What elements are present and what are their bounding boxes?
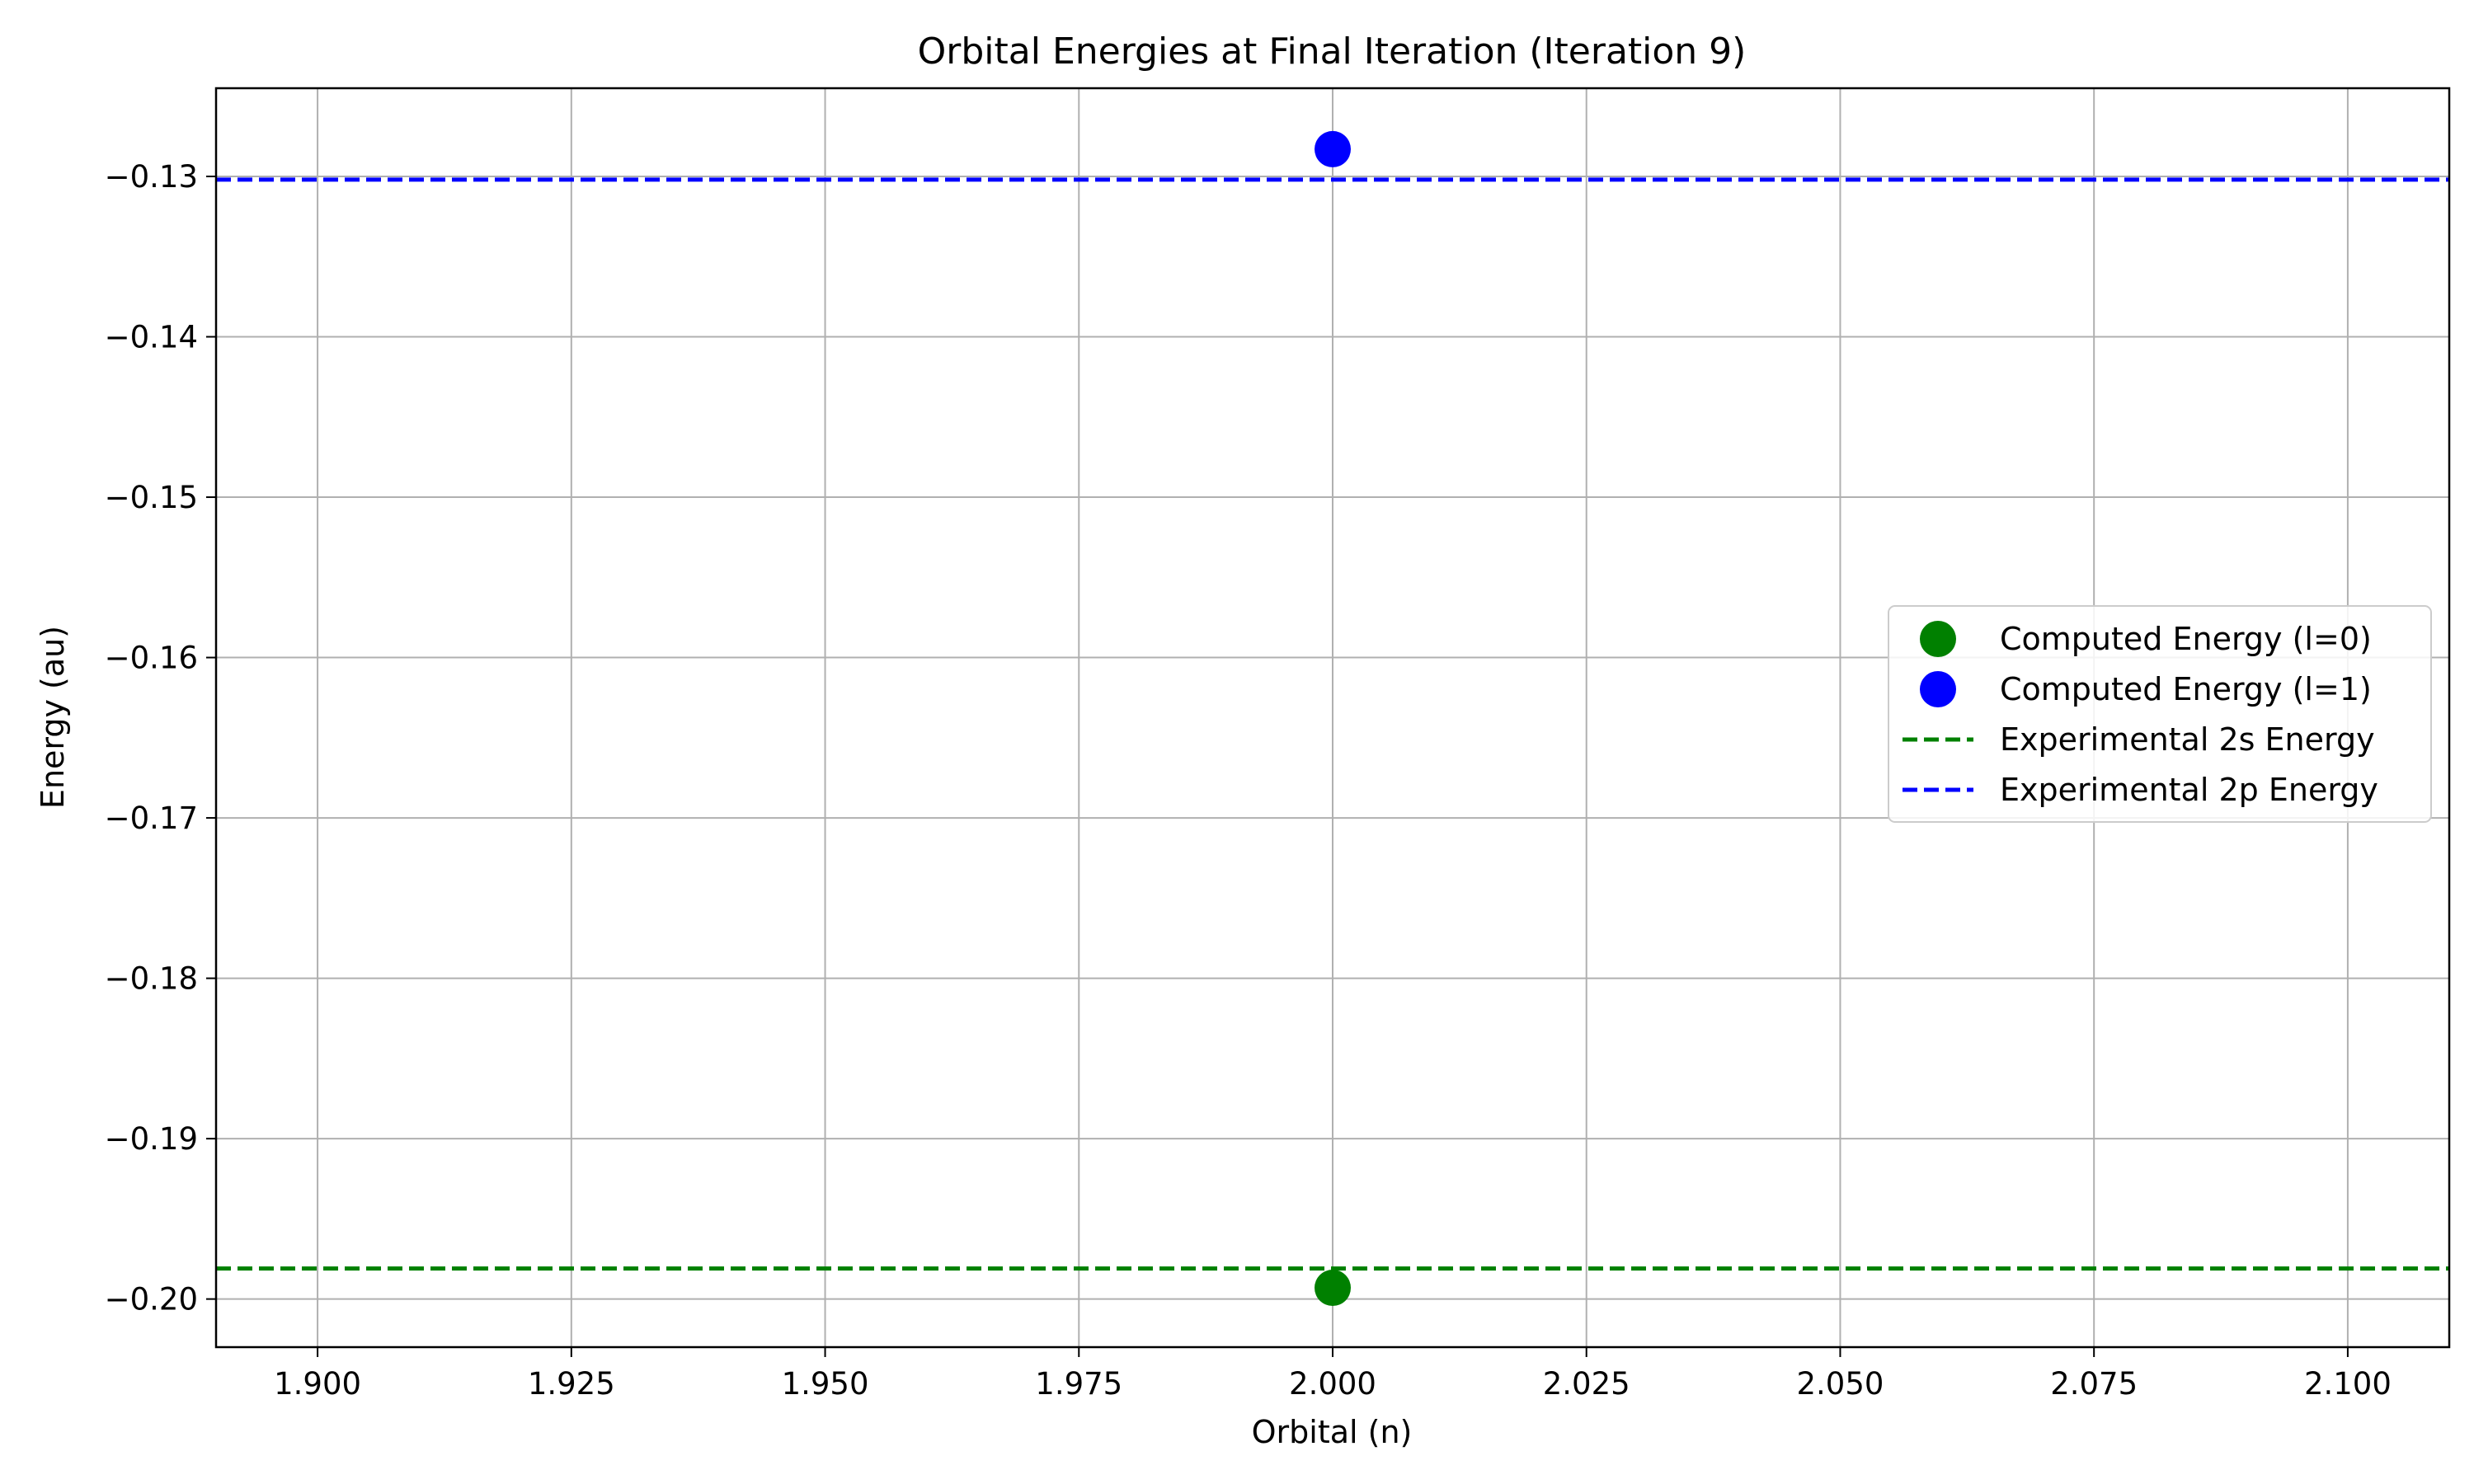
y-tick-label: −0.16	[105, 641, 198, 676]
x-axis-ticks: 1.900 1.925 1.950 1.975 2.000 2.025 2.050 2.075…	[274, 1347, 2392, 1402]
y-axis-label: Energy (au)	[35, 626, 71, 809]
legend-marker	[1920, 621, 1956, 657]
computed-energy-point	[1315, 1270, 1351, 1307]
reference-lines	[216, 177, 2449, 1271]
legend-box	[1888, 605, 2432, 823]
x-tick-label: 1.975	[1035, 1366, 1122, 1402]
y-tick-label: −0.13	[105, 159, 198, 195]
x-tick-label: 2.025	[1543, 1366, 1630, 1402]
legend-entry: Experimental 2s Energy	[2000, 721, 2375, 758]
y-axis-ticks: −0.13 −0.14 −0.15 −0.16 −0.17 −0.18 −0.19 −0.20	[105, 159, 216, 1317]
chart-title: Orbital Energies at Final Iteration (Ite…	[918, 31, 1747, 73]
y-tick-label: −0.17	[105, 801, 198, 836]
legend-entry: Experimental 2p Energy	[2000, 772, 2378, 808]
y-tick-label: −0.14	[105, 320, 198, 355]
y-tick-label: −0.18	[105, 961, 198, 997]
legend-entry: Computed Energy (l=1)	[2000, 671, 2372, 707]
y-tick-label: −0.19	[105, 1121, 198, 1157]
legend-entry: Computed Energy (l=0)	[2000, 621, 2372, 657]
y-tick-label: −0.15	[105, 480, 198, 515]
x-axis-label: Orbital (n)	[1252, 1414, 1413, 1450]
x-tick-label: 2.100	[2304, 1366, 2392, 1402]
x-tick-label: 1.950	[782, 1366, 869, 1402]
y-tick-label: −0.20	[105, 1282, 198, 1317]
grid	[216, 88, 2449, 1347]
legend: Computed Energy (l=0) Computed Energy (l=…	[1888, 605, 2432, 823]
x-tick-label: 1.925	[528, 1366, 615, 1402]
data-points	[1315, 130, 1351, 1307]
x-tick-label: 2.050	[1796, 1366, 1884, 1402]
x-tick-label: 1.900	[274, 1366, 361, 1402]
computed-energy-point	[1315, 130, 1351, 167]
x-tick-label: 2.075	[2050, 1366, 2138, 1402]
legend-marker	[1920, 671, 1956, 707]
x-tick-label: 2.000	[1289, 1366, 1376, 1402]
